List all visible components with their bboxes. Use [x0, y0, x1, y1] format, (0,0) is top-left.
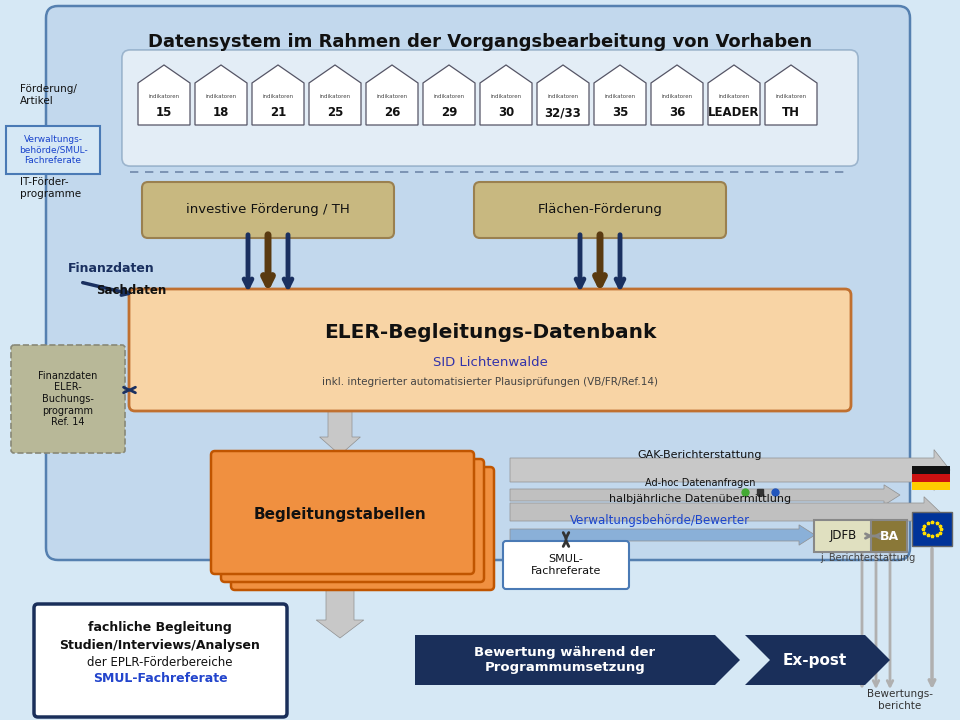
Text: indikatoren: indikatoren [491, 94, 521, 99]
Text: Förderung/
Artikel: Förderung/ Artikel [20, 84, 77, 106]
Text: Bewertung während der
Programmumsetzung: Bewertung während der Programmumsetzung [474, 646, 656, 674]
Text: SMUL-
Fachreferate: SMUL- Fachreferate [531, 554, 601, 576]
FancyBboxPatch shape [122, 50, 858, 166]
FancyBboxPatch shape [503, 541, 629, 589]
Text: SMUL-Fachreferate: SMUL-Fachreferate [93, 672, 228, 685]
Text: 29: 29 [441, 107, 457, 120]
Text: TH: TH [782, 107, 800, 120]
Text: indikatoren: indikatoren [718, 94, 750, 99]
FancyBboxPatch shape [211, 451, 474, 574]
Polygon shape [708, 65, 760, 125]
Text: indikatoren: indikatoren [149, 94, 180, 99]
Text: 18: 18 [213, 107, 229, 120]
FancyBboxPatch shape [6, 126, 100, 174]
Text: 35: 35 [612, 107, 628, 120]
Text: ELER-Begleitungs-Datenbank: ELER-Begleitungs-Datenbank [324, 323, 657, 341]
Text: IT-Förder-
programme: IT-Förder- programme [20, 177, 82, 199]
FancyBboxPatch shape [129, 289, 851, 411]
Text: 25: 25 [326, 107, 343, 120]
Text: indikatoren: indikatoren [205, 94, 236, 99]
Polygon shape [510, 449, 950, 490]
Text: indikatoren: indikatoren [605, 94, 636, 99]
Text: BA: BA [879, 529, 899, 542]
Text: Ad-hoc Datenanfragen: Ad-hoc Datenanfragen [645, 478, 756, 488]
Text: 21: 21 [270, 107, 286, 120]
FancyBboxPatch shape [34, 604, 287, 717]
Polygon shape [651, 65, 703, 125]
Text: indikatoren: indikatoren [262, 94, 294, 99]
Polygon shape [537, 65, 589, 125]
FancyBboxPatch shape [231, 467, 494, 590]
Text: indikatoren: indikatoren [776, 94, 806, 99]
Text: Ex-post: Ex-post [782, 652, 847, 667]
FancyBboxPatch shape [474, 182, 726, 238]
Polygon shape [510, 497, 940, 527]
Bar [912, 466, 950, 474]
FancyBboxPatch shape [142, 182, 394, 238]
Polygon shape [320, 405, 360, 455]
Bar [912, 512, 952, 546]
Text: Bewertungs-
berichte: Bewertungs- berichte [867, 689, 933, 711]
Text: Verwaltungs-
behörde/SMUL-
Fachreferate: Verwaltungs- behörde/SMUL- Fachreferate [18, 135, 87, 165]
Polygon shape [594, 65, 646, 125]
FancyBboxPatch shape [871, 520, 907, 552]
Text: Sachdaten: Sachdaten [96, 284, 166, 297]
Bar [912, 474, 950, 482]
Text: der EPLR-Förderbereiche: der EPLR-Förderbereiche [87, 655, 232, 668]
Text: fachliche Begleitung: fachliche Begleitung [88, 621, 232, 634]
Text: halbjährliche Datenübermittlung: halbjährliche Datenübermittlung [609, 494, 791, 504]
FancyBboxPatch shape [221, 459, 484, 582]
Text: 32/33: 32/33 [544, 107, 582, 120]
Polygon shape [366, 65, 418, 125]
Text: JDFB: JDFB [829, 529, 856, 542]
Polygon shape [510, 525, 815, 545]
Text: Finanzdaten: Finanzdaten [68, 261, 155, 274]
Text: Datensystem im Rahmen der Vorgangsbearbeitung von Vorhaben: Datensystem im Rahmen der Vorgangsbearbe… [148, 33, 812, 51]
FancyBboxPatch shape [46, 6, 910, 560]
Text: Flächen-Förderung: Flächen-Förderung [538, 204, 662, 217]
Polygon shape [309, 65, 361, 125]
Text: j. Berichterstattung: j. Berichterstattung [821, 553, 916, 563]
Text: 15: 15 [156, 107, 172, 120]
Polygon shape [138, 65, 190, 125]
Polygon shape [252, 65, 304, 125]
Text: GAK-Berichterstattung: GAK-Berichterstattung [637, 450, 762, 460]
Polygon shape [195, 65, 247, 125]
Text: indikatoren: indikatoren [376, 94, 408, 99]
Text: Begleitungstabellen: Begleitungstabellen [253, 508, 426, 523]
Polygon shape [745, 635, 890, 685]
Polygon shape [765, 65, 817, 125]
Text: 36: 36 [669, 107, 685, 120]
Text: SID Lichtenwalde: SID Lichtenwalde [433, 356, 547, 369]
Text: 30: 30 [498, 107, 515, 120]
Text: Studien/Interviews/Analysen: Studien/Interviews/Analysen [60, 639, 260, 652]
Text: LEADER: LEADER [708, 107, 759, 120]
Text: indikatoren: indikatoren [433, 94, 465, 99]
Text: indikatoren: indikatoren [320, 94, 350, 99]
FancyBboxPatch shape [814, 520, 872, 552]
Polygon shape [415, 635, 740, 685]
Polygon shape [423, 65, 475, 125]
Polygon shape [510, 485, 900, 505]
FancyBboxPatch shape [11, 345, 125, 453]
Polygon shape [480, 65, 532, 125]
Bar [912, 482, 950, 490]
Text: investive Förderung / TH: investive Förderung / TH [186, 204, 349, 217]
Polygon shape [316, 570, 364, 638]
Text: inkl. integrierter automatisierter Plausiprüfungen (VB/FR/Ref.14): inkl. integrierter automatisierter Plaus… [322, 377, 658, 387]
Text: 26: 26 [384, 107, 400, 120]
Text: Verwaltungsbehörde/Bewerter: Verwaltungsbehörde/Bewerter [570, 514, 750, 527]
Text: indikatoren: indikatoren [547, 94, 579, 99]
Text: indikatoren: indikatoren [661, 94, 692, 99]
Text: Finanzdaten
ELER-
Buchungs-
programm
Ref. 14: Finanzdaten ELER- Buchungs- programm Ref… [38, 371, 98, 427]
